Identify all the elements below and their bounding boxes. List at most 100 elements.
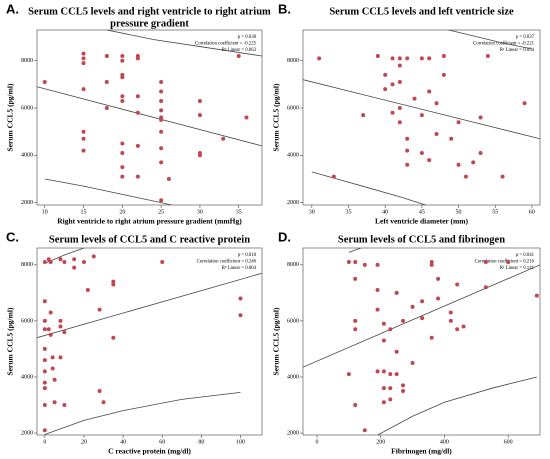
point [388, 372, 393, 377]
point [427, 56, 432, 61]
panel-label: A. [6, 1, 19, 16]
point [353, 403, 358, 408]
point [159, 108, 164, 113]
point [534, 293, 539, 298]
x-tick-label: 200 [376, 439, 385, 445]
point [375, 307, 380, 312]
point [449, 136, 454, 141]
x-tick-label: 100 [236, 439, 245, 445]
point [331, 174, 336, 179]
point [317, 56, 322, 61]
point [506, 260, 511, 265]
point [42, 299, 47, 304]
y-axis-label: Serum CCL5 (pg/ml) [272, 83, 281, 151]
confidence-band [44, 248, 86, 264]
x-tick-label: 600 [504, 439, 513, 445]
point [410, 360, 415, 365]
point [159, 198, 164, 203]
x-tick-label: 10 [42, 209, 48, 215]
y-tick-label: 4000 [287, 374, 299, 380]
point [52, 377, 57, 382]
point [478, 115, 483, 120]
chart-title: Serum levels of CCL5 and fibrinogen [338, 234, 505, 245]
point [375, 288, 380, 293]
point [478, 150, 483, 155]
panel: A. Serum CCL5 levels and right ventricle … [6, 1, 271, 225]
x-axis-label: Left ventricle diameter (mm) [375, 217, 468, 226]
fit-line [303, 264, 540, 368]
panel: C. Serum levels of CCL5 and C reactive pr… [6, 229, 263, 456]
point [81, 136, 86, 141]
point [50, 355, 55, 360]
point [390, 56, 395, 61]
plot-frame [302, 247, 541, 436]
point [346, 260, 351, 265]
x-tick-label: 60 [529, 209, 535, 215]
point [388, 327, 393, 332]
point [361, 113, 366, 118]
point [159, 117, 164, 122]
annotation: p = 0.037 [516, 35, 535, 40]
point [135, 56, 140, 61]
plot-frame [302, 29, 541, 206]
point [58, 355, 63, 360]
point [236, 54, 241, 59]
point [97, 388, 102, 393]
point [120, 150, 125, 155]
point [429, 335, 434, 340]
panel-label: B. [278, 1, 291, 16]
point [160, 260, 165, 265]
point [448, 310, 453, 315]
confidence-band [377, 376, 537, 435]
point [346, 372, 351, 377]
point [62, 330, 67, 335]
point [381, 321, 386, 326]
point [42, 403, 47, 408]
y-axis-label: Serum CCL5 (pg/ml) [272, 307, 281, 375]
x-tick-label: 35 [345, 209, 351, 215]
panel-label: C. [6, 229, 19, 244]
x-tick-label: 20 [81, 439, 87, 445]
point [120, 98, 125, 103]
y-axis-label: Serum CCL5 (pg/ml) [6, 83, 15, 151]
fit-line [37, 86, 262, 147]
panel: D. Serum levels of CCL5 and fibrinogen 200… [272, 229, 541, 456]
point [397, 80, 402, 85]
point [72, 265, 77, 270]
point [238, 313, 243, 318]
point [394, 290, 399, 295]
x-tick-label: 0 [316, 439, 319, 445]
confidence-band [311, 171, 427, 205]
point [81, 129, 86, 134]
annotation: Correlation coefficient = 0.246 [197, 260, 257, 265]
confidence-band [44, 178, 174, 205]
point [412, 96, 417, 101]
point [62, 403, 67, 408]
y-tick-label: 8000 [21, 262, 33, 268]
point [159, 129, 164, 134]
x-tick-label: 55 [492, 209, 498, 215]
point [394, 349, 399, 354]
point [58, 324, 63, 329]
point [120, 54, 125, 59]
point [120, 174, 125, 179]
point [197, 98, 202, 103]
point [375, 369, 380, 374]
point [104, 80, 109, 85]
x-axis-label: Right ventricle to right atrium pressure… [57, 217, 242, 226]
point [101, 400, 106, 405]
point [197, 113, 202, 118]
point [42, 369, 47, 374]
y-axis-label: Serum CCL5 (pg/ml) [6, 307, 15, 375]
point [159, 146, 164, 151]
point [104, 54, 109, 59]
point [46, 327, 51, 332]
point [42, 80, 47, 85]
point [381, 400, 386, 405]
point [463, 174, 468, 179]
confidence-band [106, 30, 262, 57]
chart-title: pressure gradient [110, 18, 189, 29]
fit-lines [303, 248, 540, 435]
point [120, 141, 125, 146]
point [441, 72, 446, 77]
